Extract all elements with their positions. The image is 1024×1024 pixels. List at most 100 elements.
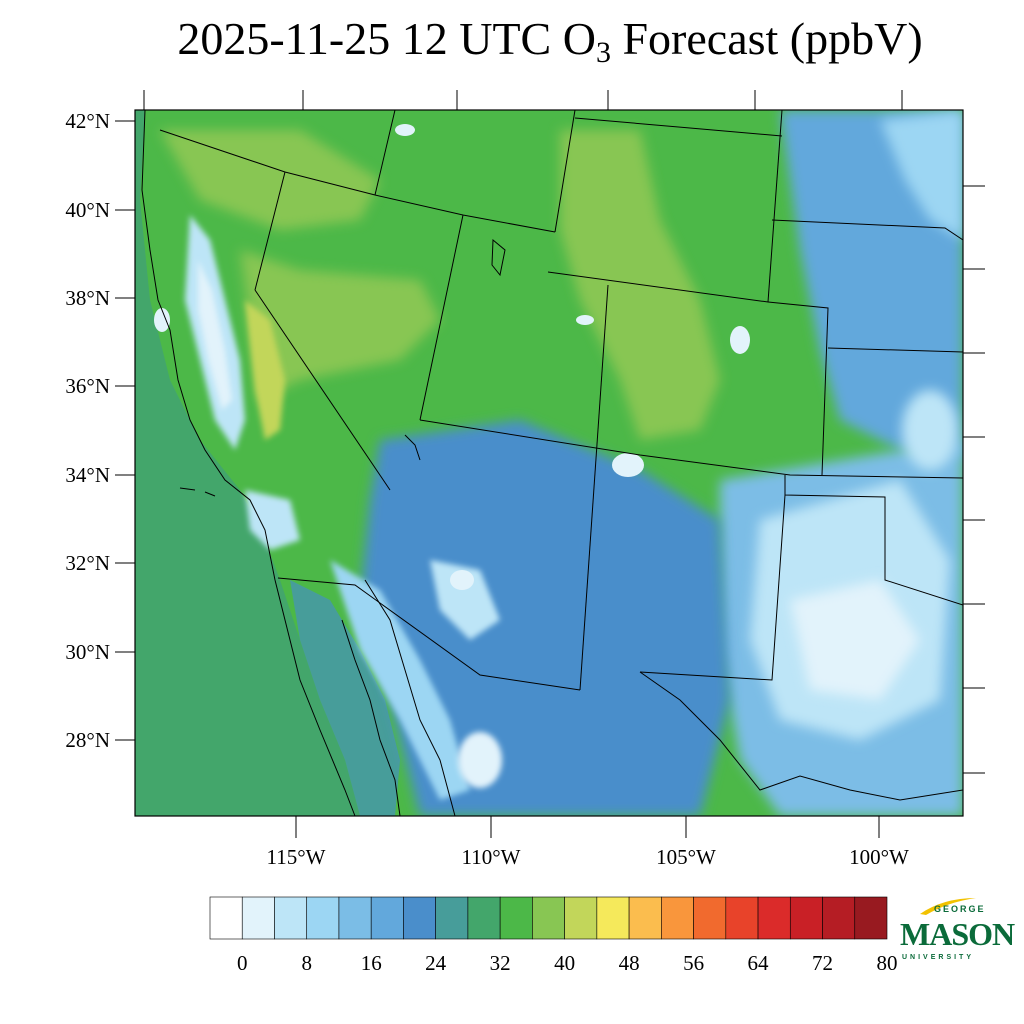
longitude-ticks [143,90,903,838]
lat-label-34: 34°N [65,463,110,487]
kansas-south-border [827,347,963,353]
colorbar-swatch [693,896,727,940]
lon-label-100: 100°W [849,845,909,869]
utah-border-west [419,214,464,421]
montana-wyoming-border [574,117,783,137]
us-mexico-border [277,577,581,691]
california-nevada-diagonal [254,289,391,491]
channel-island-2 [204,491,216,497]
longitude-labels: 115°W 110°W 105°W 100°W [267,845,910,869]
colorbar-label: 8 [301,951,312,975]
map-frame [134,109,964,817]
lon-label-105: 105°W [656,845,716,869]
colorbar-swatch [274,896,308,940]
us-coastline [141,110,276,581]
colorbar-swatch [725,896,759,940]
utah-north-border [374,194,556,233]
idaho-white-spot [395,124,415,136]
gulf-of-california [290,580,400,816]
pacific-ocean-area [135,110,360,816]
nevada-utah-border [254,171,286,291]
lon-label-110: 110°W [462,845,521,869]
lat-label-28: 28°N [65,728,110,752]
colorbar-swatch [435,896,469,940]
colorbar-swatch [854,896,888,940]
colorbar-swatch [532,896,565,940]
title-prefix: 2025-11-25 12 UTC O [177,13,596,64]
colorbar-swatch [370,896,404,940]
colorbar-label: 80 [877,951,898,975]
kansas-light [902,390,958,470]
colorbar-label: 48 [619,951,640,975]
baja-gulf-coast [341,619,401,816]
colorado-east-border [767,301,829,476]
arizona-peak [450,570,474,590]
colorbar-swatch [661,896,694,940]
colorbar-label: 0 [237,951,248,975]
colorbar-labels: 0 8 16 24 32 40 48 56 64 72 80 [237,951,898,975]
colorbar-swatch [467,896,501,940]
colorbar-label: 56 [683,951,704,975]
rio-grande [639,671,963,801]
utah-white-spot [576,315,594,325]
colorbar-swatch [499,896,533,940]
sf-bay-white [154,308,170,332]
colorbar-swatch [628,896,662,940]
colorbar-swatch [209,896,243,940]
wyoming-border [554,110,576,233]
colorbar-swatch [596,896,630,940]
colorbar-swatch [338,896,372,940]
four-corners-east [579,284,609,691]
colorbar-swatch [564,896,598,940]
idaho-wyoming-border [374,110,396,196]
colorbar-swatch [403,896,436,940]
page-title: 2025-11-25 12 UTC O3 Forecast (ppbV) [0,12,1024,70]
colorbar-label: 24 [425,951,447,975]
colorbar-label: 72 [812,951,833,975]
title-subscript: 3 [595,36,611,69]
colorado-peak [730,326,750,354]
southern-plains-pale [790,580,920,700]
sonoran-desert-field [360,420,730,816]
arizona-nm-south [419,419,963,479]
sonoran-light [330,560,470,800]
la-basin-light [245,490,300,550]
dakota-border [767,110,783,303]
nevada-elevated [240,250,440,400]
baja-coast [274,579,356,816]
mexico-highlands-light [430,560,500,640]
texas-panhandle [784,475,963,606]
colorbar-label: 16 [361,951,382,975]
sd-ne-border [771,219,963,241]
colorbar-swatch [306,896,340,940]
colorbar-label: 32 [490,951,511,975]
gmu-logo-line3: UNIVERSITY [902,954,975,961]
lat-label-30: 30°N [65,640,110,664]
colorbar [209,896,888,940]
title-suffix: Forecast (ppbV) [610,13,923,64]
boundaries [141,110,963,816]
lat-label-32: 32°N [65,551,110,575]
mainland-gulf-coast [364,579,456,816]
gmu-logo-line2: MASON [900,916,1015,952]
lat-label-36: 36°N [65,374,110,398]
ozone-field [135,110,963,816]
lon-label-115: 115°W [267,845,326,869]
northern-nevada-green [160,130,380,230]
swoosh-icon [920,898,976,915]
colorbar-swatch [822,896,856,940]
channel-island-1 [179,487,196,491]
lake-mead [404,434,421,461]
latitude-ticks [115,120,985,774]
colorbar-swatch [757,896,791,940]
nm-texas-border [639,494,786,681]
great-salt-lake [491,238,506,277]
colorbar-swatch [241,896,275,940]
wyoming-south-border [547,271,769,303]
lat-label-40: 40°N [65,198,110,222]
colorbar-label: 40 [554,951,575,975]
new-mexico-peak [612,453,644,477]
sierra-yellow [245,300,285,440]
latitude-labels: 42°N 40°N 38°N 36°N 34°N 32°N 30°N 28°N [65,109,110,752]
